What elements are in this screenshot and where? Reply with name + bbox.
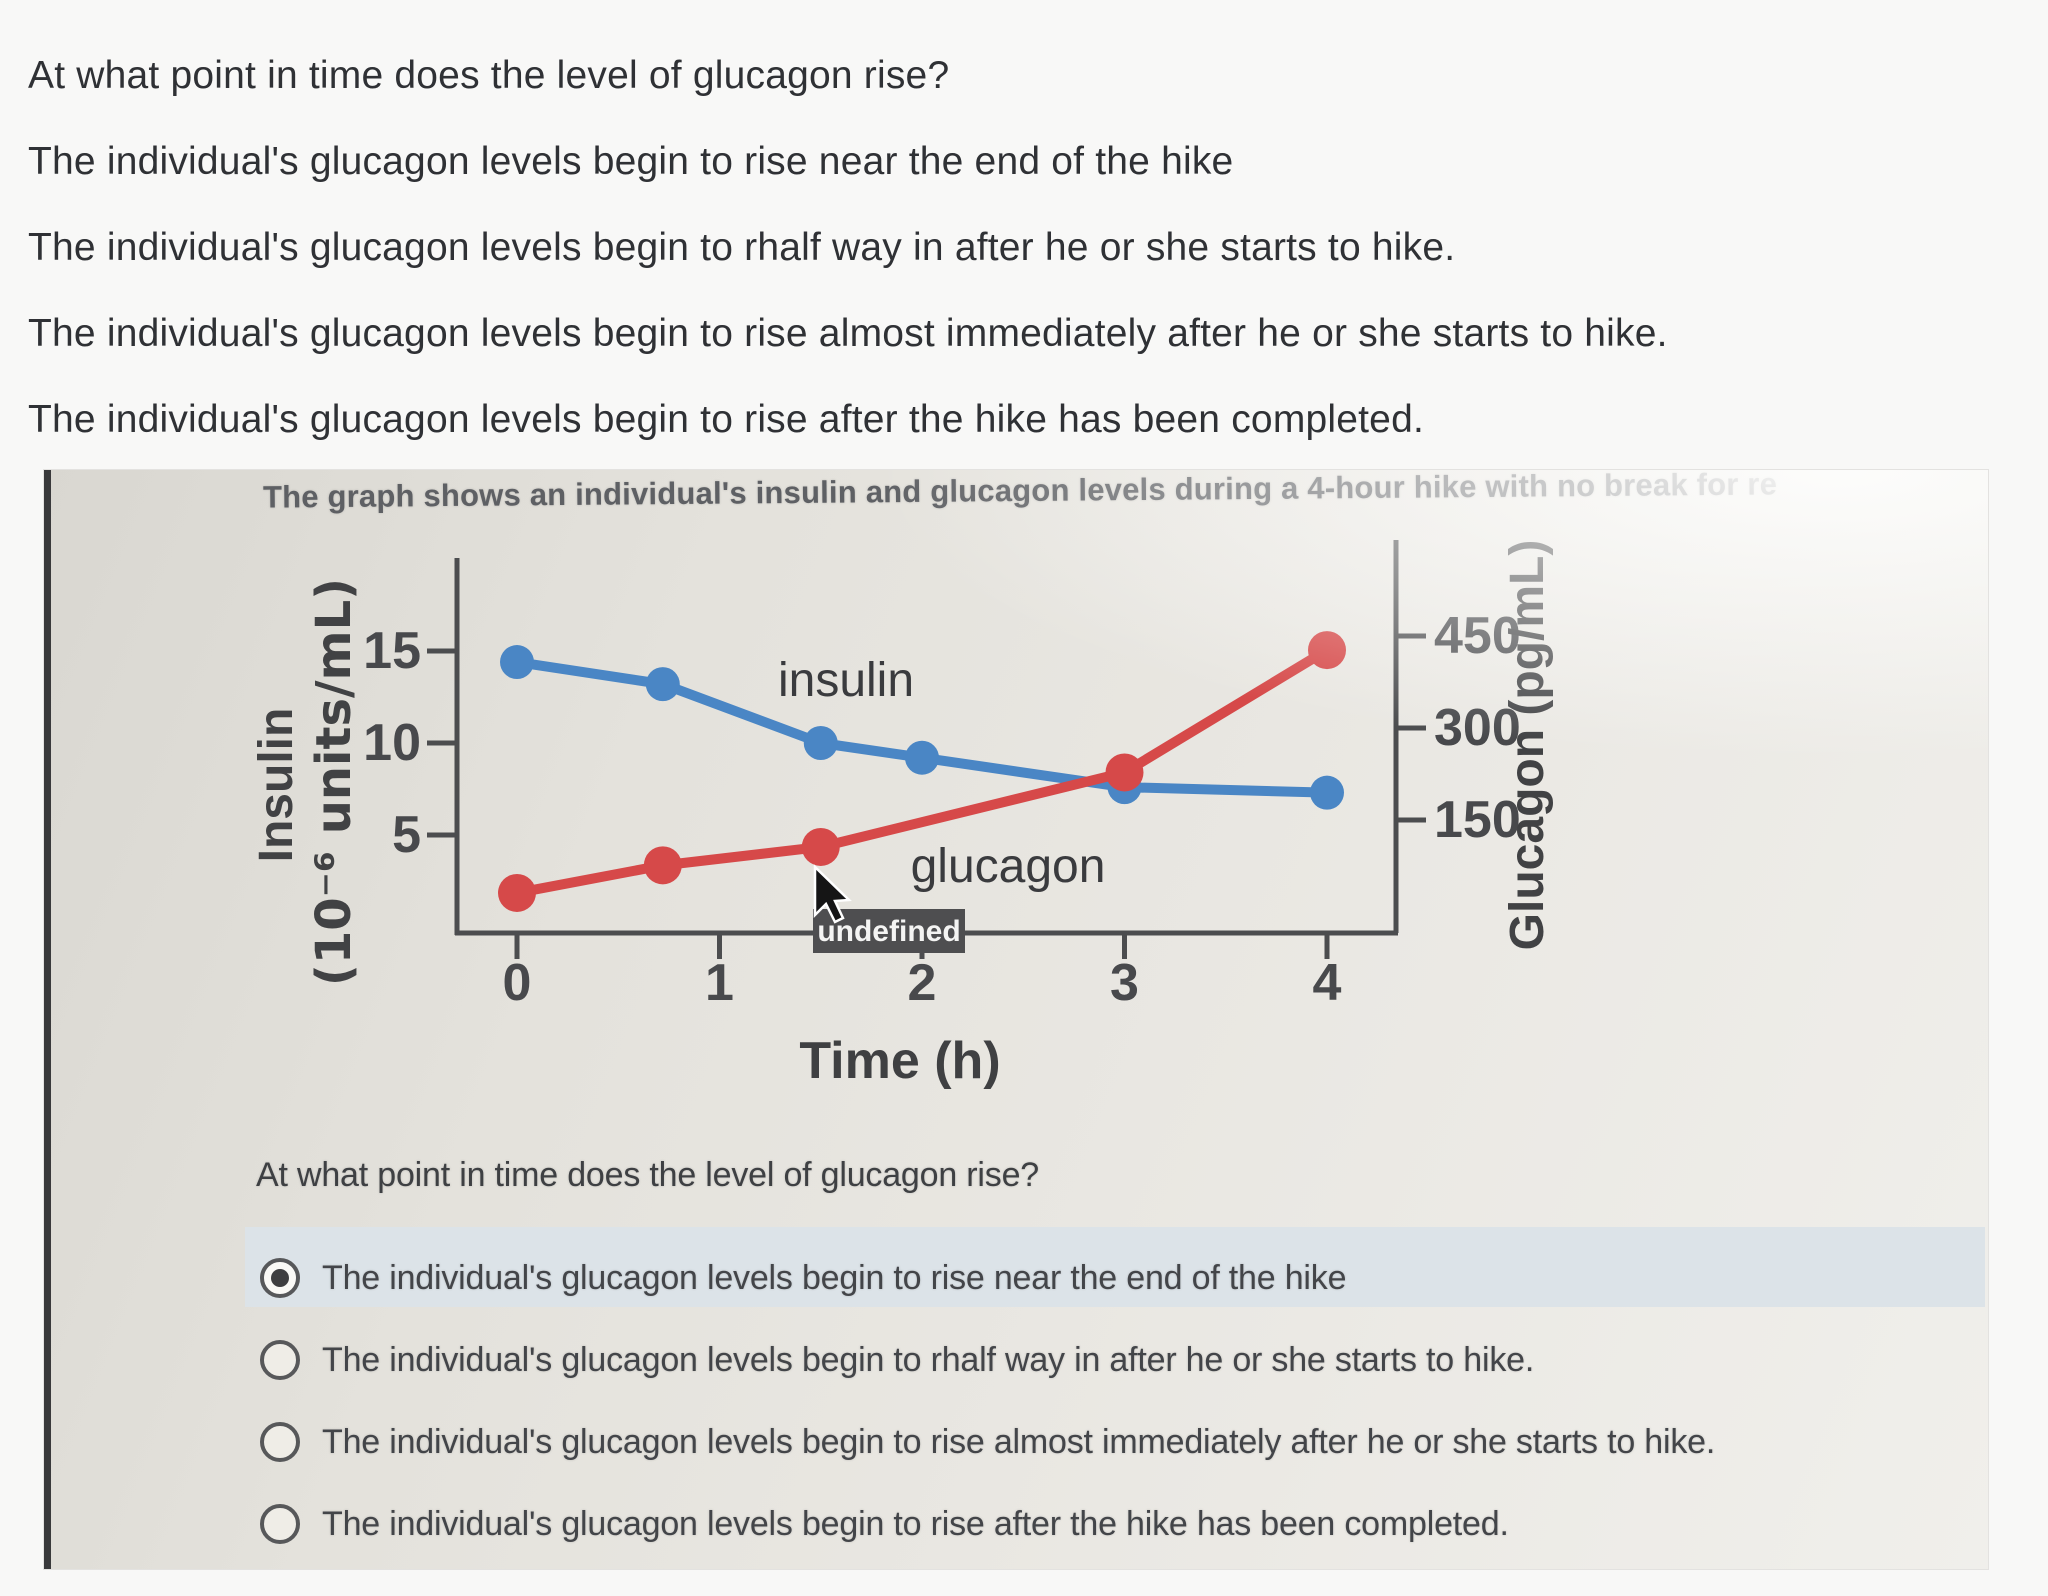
answer-text-2: The individual's glucagon levels begin t… xyxy=(28,226,1456,269)
selected-option-highlight xyxy=(245,1227,1985,1307)
x-axis-title: Time (h) xyxy=(799,1032,1000,1090)
radio-button[interactable] xyxy=(260,1504,300,1544)
mouse-cursor-icon xyxy=(813,864,852,924)
photo-left-edge xyxy=(44,470,51,1569)
option-label[interactable]: The individual's glucagon levels begin t… xyxy=(322,1422,1716,1461)
option-label[interactable]: The individual's glucagon levels begin t… xyxy=(322,1340,1535,1379)
radio-button[interactable] xyxy=(260,1340,300,1380)
option-label[interactable]: The individual's glucagon levels begin t… xyxy=(322,1504,1509,1543)
insulin-series-label: insulin xyxy=(778,654,914,707)
left-axis-title-line2: (10⁻⁶ units/mL) xyxy=(306,578,362,986)
answer-text-1: The individual's glucagon levels begin t… xyxy=(28,140,1234,183)
right-axis-title: Glucagon (pg/mL) xyxy=(1501,540,1554,951)
tooltip: undefined xyxy=(813,909,965,953)
quiz-photo-panel: The graph shows an individual's insulin … xyxy=(44,466,1988,1569)
panel-question: At what point in time does the level of … xyxy=(256,1156,1040,1194)
svg-text:15: 15 xyxy=(363,622,421,680)
radio-button[interactable] xyxy=(260,1422,300,1462)
panel-option-row[interactable]: The individual's glucagon levels begin t… xyxy=(260,1320,1534,1400)
svg-text:2: 2 xyxy=(908,954,937,1012)
svg-text:150: 150 xyxy=(1434,791,1521,849)
answer-text-3: The individual's glucagon levels begin t… xyxy=(28,312,1668,355)
answer-text-4: The individual's glucagon levels begin t… xyxy=(28,398,1424,441)
left-axis-title-line1: Insulin xyxy=(250,708,303,863)
glucagon-series-label: glucagon xyxy=(911,840,1106,893)
panel-option-row[interactable]: The individual's glucagon levels begin t… xyxy=(260,1238,1346,1318)
svg-text:1: 1 xyxy=(705,954,734,1012)
option-label[interactable]: The individual's glucagon levels begin t… xyxy=(322,1258,1347,1297)
svg-text:5: 5 xyxy=(392,806,421,864)
tooltip-label: undefined xyxy=(817,915,960,948)
svg-text:10: 10 xyxy=(363,714,421,772)
radio-button[interactable] xyxy=(260,1258,300,1298)
svg-text:0: 0 xyxy=(503,954,532,1012)
svg-text:3: 3 xyxy=(1110,954,1139,1012)
panel-option-row[interactable]: The individual's glucagon levels begin t… xyxy=(260,1402,1715,1482)
svg-text:4: 4 xyxy=(1313,954,1342,1012)
panel-option-row[interactable]: The individual's glucagon levels begin t… xyxy=(260,1484,1509,1564)
page-question: At what point in time does the level of … xyxy=(28,54,950,97)
